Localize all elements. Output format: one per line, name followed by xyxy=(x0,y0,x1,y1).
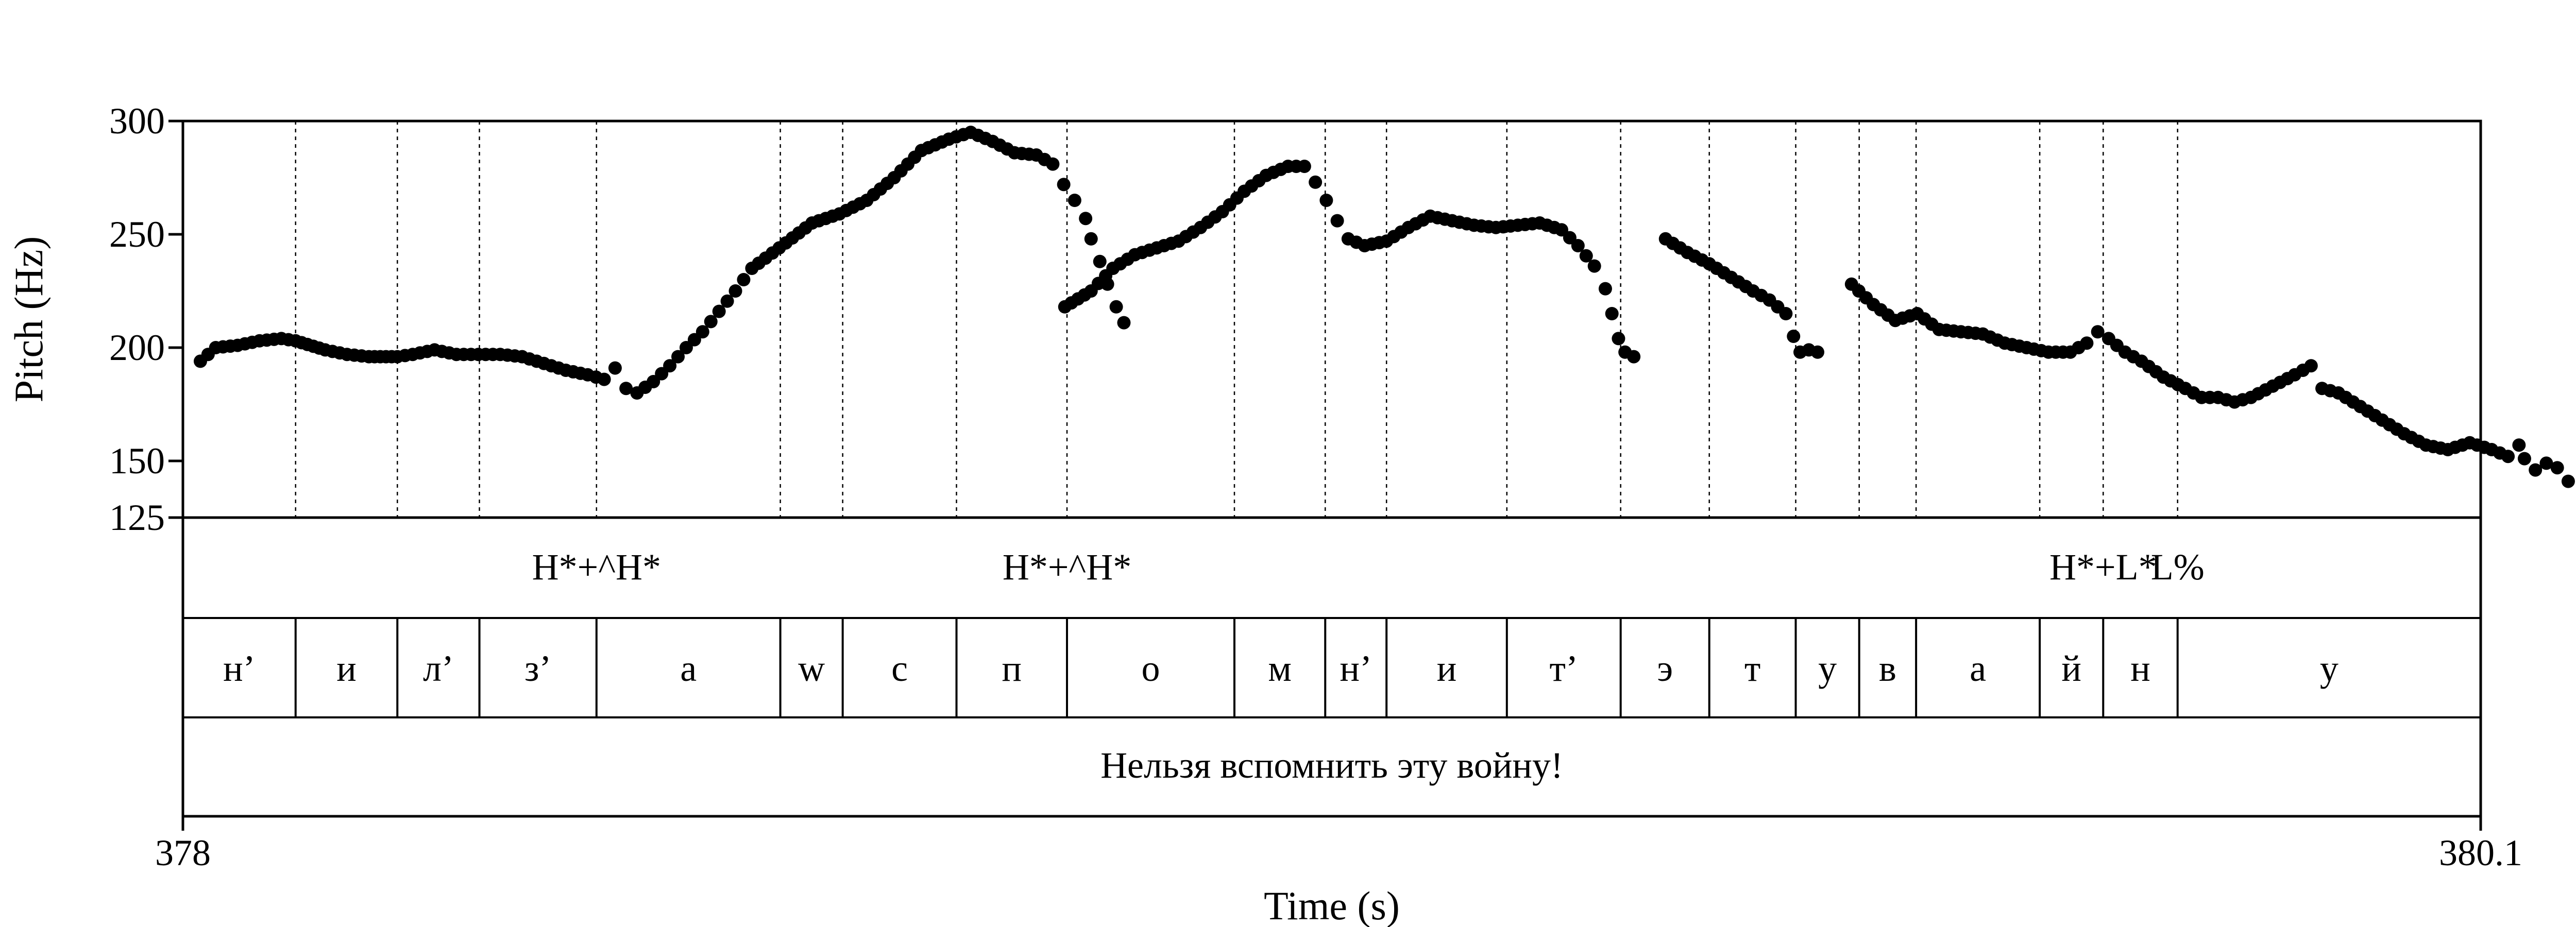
pitch-point xyxy=(1079,212,1093,226)
pitch-point xyxy=(1627,350,1641,364)
y-axis-title: Pitch (Hz) xyxy=(6,236,51,403)
pitch-point xyxy=(1309,175,1323,189)
y-tick-label: 125 xyxy=(109,497,165,538)
pitch-point xyxy=(1109,300,1123,314)
pitch-point xyxy=(671,350,685,364)
pitch-point xyxy=(737,273,751,286)
pitch-point xyxy=(1067,194,1081,207)
pitch-point xyxy=(728,284,742,298)
pitch-point xyxy=(1579,249,1593,263)
pitch-point xyxy=(663,359,677,373)
pitch-contour-segment xyxy=(1658,232,1824,359)
segment-label: а xyxy=(680,648,697,689)
tone-label: L% xyxy=(2151,546,2205,588)
pitch-point xyxy=(1779,307,1793,320)
segment-label: w xyxy=(798,648,825,689)
x-axis-ticks: 378 380.1 xyxy=(155,816,2522,873)
pitch-panel-frame xyxy=(181,119,2482,519)
pitch-point xyxy=(2529,463,2543,477)
pitch-point xyxy=(1046,157,1060,171)
segment-label: й xyxy=(2061,648,2081,689)
annotation-tiers: H*+^H* H*+^H* H*+L*L% н’ и л’ з’ а w с п о м н’ и т’ э т… xyxy=(181,516,2482,818)
segment-label: в xyxy=(1879,648,1896,689)
pitch-point xyxy=(2080,336,2094,350)
pitch-point xyxy=(2304,359,2318,373)
segment-label: н’ xyxy=(1340,648,1372,689)
pitch-point xyxy=(1571,239,1585,252)
segment-label: н’ xyxy=(223,648,256,689)
segment-label: а xyxy=(1970,648,1986,689)
pitch-point xyxy=(2091,325,2105,339)
sentence-label: Нельзя вспомнить эту войну! xyxy=(1100,745,1563,786)
pitch-point xyxy=(1093,254,1107,268)
tone-label: H*+L* xyxy=(2049,546,2157,588)
segment-label: и xyxy=(1437,648,1457,689)
segment-label: и xyxy=(336,648,357,689)
segment-label: п xyxy=(1002,648,1022,689)
pitch-contour-segment xyxy=(1058,160,1641,364)
pitch-point xyxy=(1810,345,1824,359)
pitch-point xyxy=(2512,438,2526,452)
segment-label: м xyxy=(1268,648,1292,689)
pitch-point xyxy=(1330,214,1344,228)
tone-tier: H*+^H* H*+^H* H*+L*L% xyxy=(532,546,2205,588)
pitch-contour-segment xyxy=(1844,277,2575,488)
segment-label: э xyxy=(1657,648,1673,689)
pitch-point xyxy=(1587,259,1601,273)
segment-label: с xyxy=(891,648,908,689)
pitch-point xyxy=(2517,452,2531,466)
pitch-point xyxy=(1117,316,1131,330)
y-axis-ticks: 125 150 200 250 300 xyxy=(109,100,183,538)
segment-label: т’ xyxy=(1550,648,1578,689)
pitch-point xyxy=(1084,232,1098,246)
y-tick-label: 200 xyxy=(109,327,165,368)
y-tick-label: 150 xyxy=(109,440,165,482)
pitch-point xyxy=(720,294,734,308)
pitch-point xyxy=(1598,282,1612,296)
pitch-point xyxy=(608,361,622,375)
pitch-point xyxy=(1319,194,1333,207)
segment-label: т xyxy=(1744,648,1760,689)
y-tick-label: 250 xyxy=(109,214,165,255)
y-tick-label: 300 xyxy=(109,100,165,142)
segment-label: у xyxy=(2320,648,2338,689)
pitch-point xyxy=(1787,330,1801,343)
segment-label: о xyxy=(1142,648,1160,689)
segment-tier: н’ и л’ з’ а w с п о м н’ и т’ э т у в а й н у xyxy=(223,648,2338,689)
pitch-point xyxy=(1057,178,1071,192)
pitch-point xyxy=(597,372,611,386)
tone-label: H*+^H* xyxy=(1003,546,1131,588)
pitch-point xyxy=(2561,474,2575,488)
segment-label: з’ xyxy=(524,648,551,689)
tone-label: H*+^H* xyxy=(532,546,661,588)
pitch-point xyxy=(2550,461,2564,475)
pitch-points xyxy=(193,126,2575,488)
pitch-point xyxy=(2539,456,2553,470)
segment-label: л’ xyxy=(423,648,454,689)
x-tick-label: 378 xyxy=(155,832,211,873)
segment-label: у xyxy=(1818,648,1837,689)
x-tick-label: 380.1 xyxy=(2439,832,2522,873)
pitch-point xyxy=(704,315,718,329)
pitch-point xyxy=(1612,332,1625,346)
x-axis-title: Time (s) xyxy=(1264,883,1400,927)
pitch-contour-segment xyxy=(193,126,1131,400)
pitch-point xyxy=(1605,307,1619,320)
pitch-point xyxy=(1297,160,1311,173)
pitch-point xyxy=(696,325,709,339)
pitch-panel: 125 150 200 250 300 xyxy=(109,100,2575,538)
pitch-point xyxy=(712,304,726,318)
segment-label: н xyxy=(2130,648,2150,689)
pitch-point xyxy=(619,382,633,396)
pitch-point xyxy=(2501,450,2515,464)
tier-frame xyxy=(181,516,2482,818)
